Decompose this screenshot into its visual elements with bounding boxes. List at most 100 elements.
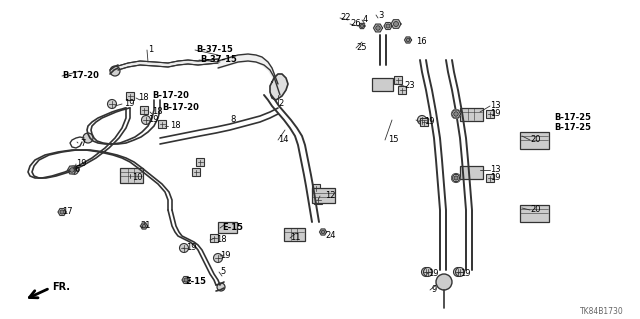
Circle shape (454, 176, 458, 180)
Circle shape (456, 268, 465, 277)
Text: 13: 13 (490, 166, 500, 174)
FancyBboxPatch shape (486, 174, 494, 182)
Text: 19: 19 (186, 243, 196, 253)
Polygon shape (391, 20, 401, 28)
Text: 20: 20 (530, 136, 541, 145)
Circle shape (394, 21, 399, 26)
Circle shape (376, 26, 380, 30)
Circle shape (214, 254, 223, 263)
Circle shape (108, 100, 116, 108)
Text: 19: 19 (220, 251, 230, 261)
Text: 19: 19 (424, 117, 435, 127)
FancyBboxPatch shape (520, 131, 548, 149)
Text: B-17-20: B-17-20 (162, 103, 199, 113)
Circle shape (406, 38, 410, 42)
Polygon shape (374, 24, 383, 32)
Polygon shape (404, 37, 412, 43)
FancyBboxPatch shape (486, 110, 494, 118)
Text: 18: 18 (152, 108, 163, 116)
Text: 7: 7 (80, 139, 85, 149)
Circle shape (451, 109, 461, 118)
Text: FR.: FR. (52, 282, 70, 292)
Text: 19: 19 (76, 160, 86, 168)
Text: 4: 4 (363, 16, 368, 25)
Text: 17: 17 (62, 207, 72, 217)
Circle shape (142, 224, 146, 228)
FancyBboxPatch shape (460, 166, 483, 179)
Text: 5: 5 (220, 268, 225, 277)
Circle shape (184, 278, 188, 282)
Text: B-37-15: B-37-15 (200, 56, 237, 64)
FancyBboxPatch shape (218, 221, 237, 233)
Text: 15: 15 (388, 136, 399, 145)
Text: 24: 24 (325, 232, 335, 241)
Text: 19: 19 (124, 100, 134, 108)
Circle shape (70, 168, 74, 172)
Polygon shape (58, 209, 66, 215)
Text: 19: 19 (490, 174, 500, 182)
Text: 18: 18 (216, 235, 227, 244)
Polygon shape (452, 174, 460, 182)
Text: 19: 19 (460, 270, 470, 278)
FancyBboxPatch shape (126, 92, 134, 100)
Polygon shape (359, 23, 365, 29)
Circle shape (70, 166, 79, 174)
FancyBboxPatch shape (196, 158, 204, 166)
Circle shape (436, 274, 452, 290)
Circle shape (454, 268, 463, 277)
Text: 8: 8 (230, 115, 236, 124)
Circle shape (386, 24, 390, 28)
Text: 2: 2 (278, 100, 284, 108)
Text: 25: 25 (356, 43, 367, 53)
Circle shape (179, 243, 189, 253)
FancyBboxPatch shape (120, 167, 143, 182)
FancyBboxPatch shape (460, 108, 483, 121)
Circle shape (217, 283, 225, 291)
FancyBboxPatch shape (520, 204, 548, 221)
Text: 13: 13 (490, 101, 500, 110)
FancyBboxPatch shape (314, 196, 322, 204)
Text: 3: 3 (378, 11, 383, 19)
Text: 21: 21 (140, 221, 150, 231)
Circle shape (83, 133, 93, 143)
Text: 12: 12 (325, 191, 335, 201)
Text: 18: 18 (138, 93, 148, 102)
Text: 16: 16 (416, 38, 427, 47)
Text: 23: 23 (404, 81, 415, 91)
Text: 1: 1 (148, 46, 153, 55)
Circle shape (360, 25, 364, 27)
Text: E-15: E-15 (222, 224, 243, 233)
FancyBboxPatch shape (371, 78, 392, 91)
Text: B-37-15: B-37-15 (196, 46, 233, 55)
Text: 18: 18 (170, 122, 180, 130)
Text: B-17-20: B-17-20 (62, 71, 99, 80)
Circle shape (424, 268, 433, 277)
FancyBboxPatch shape (312, 188, 335, 203)
Text: 19: 19 (148, 115, 159, 124)
Text: 22: 22 (340, 13, 351, 23)
Polygon shape (319, 229, 326, 235)
Text: B-17-25: B-17-25 (554, 114, 591, 122)
Text: E-15: E-15 (185, 278, 206, 286)
Text: 11: 11 (290, 234, 301, 242)
Circle shape (321, 230, 324, 234)
Text: 10: 10 (132, 174, 143, 182)
Circle shape (417, 115, 426, 124)
Text: 9: 9 (432, 286, 437, 294)
Circle shape (110, 66, 120, 76)
FancyBboxPatch shape (312, 184, 320, 192)
FancyBboxPatch shape (420, 118, 428, 126)
Circle shape (451, 174, 461, 182)
FancyBboxPatch shape (284, 227, 305, 241)
Circle shape (422, 268, 431, 277)
Text: B-17-20: B-17-20 (152, 92, 189, 100)
FancyBboxPatch shape (210, 234, 218, 242)
Text: 6: 6 (74, 166, 79, 174)
Text: B-17-25: B-17-25 (554, 123, 591, 132)
Polygon shape (141, 223, 147, 229)
Polygon shape (384, 23, 392, 29)
Polygon shape (270, 74, 288, 100)
Circle shape (454, 112, 458, 116)
FancyBboxPatch shape (158, 120, 166, 128)
Circle shape (141, 115, 150, 124)
